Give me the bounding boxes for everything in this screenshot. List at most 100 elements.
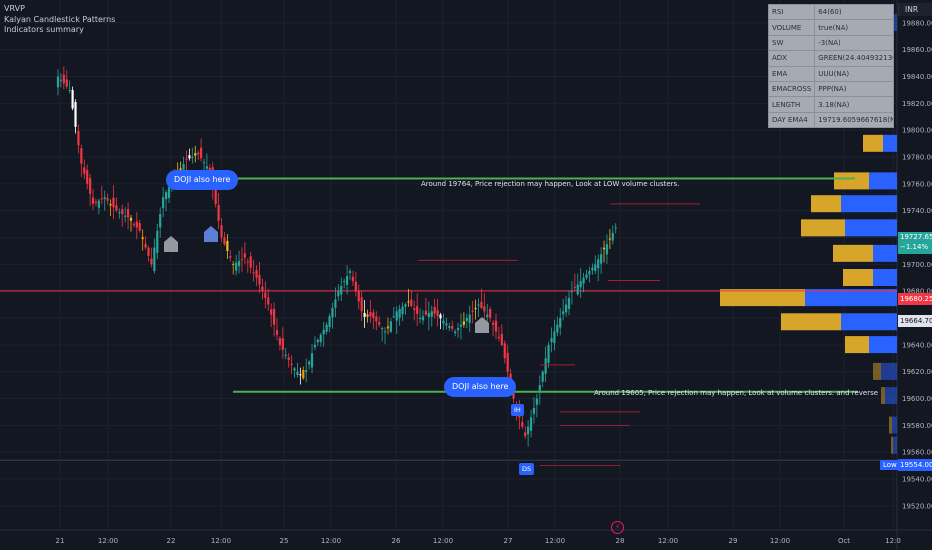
candle-body xyxy=(386,326,390,329)
y-tick-label: 19680.00 xyxy=(902,288,932,296)
candle-body xyxy=(559,318,562,328)
candle-body xyxy=(436,310,439,316)
candle-body xyxy=(144,243,147,248)
y-tick-label: 19840.00 xyxy=(902,73,932,81)
candle-body xyxy=(97,200,100,208)
candle-body xyxy=(220,225,223,238)
summary-key: LENGTH xyxy=(767,96,816,113)
candle-body xyxy=(255,269,258,278)
x-tick-label: 12:00 xyxy=(433,537,453,545)
summary-value: -3(NA) xyxy=(814,34,894,52)
candle-body xyxy=(89,178,92,194)
candle-body xyxy=(532,407,536,414)
volume-profile-down xyxy=(805,289,897,307)
pattern-tag-ds: DS xyxy=(519,463,535,475)
candle-body xyxy=(147,247,150,256)
y-tick-label: 19760.00 xyxy=(902,180,932,188)
candle-body xyxy=(252,272,255,274)
lightning-icon[interactable]: ⚡ xyxy=(611,521,624,534)
candle-body xyxy=(497,336,501,339)
candle-body xyxy=(378,322,381,325)
y-tick-label: 19860.00 xyxy=(902,46,932,54)
candle-body xyxy=(305,369,308,372)
candle-body xyxy=(153,247,156,272)
candle-body xyxy=(611,232,614,241)
candle-body xyxy=(191,156,194,158)
candle-body xyxy=(121,209,124,215)
note-lower-level: Around 19605, Price rejection may happen… xyxy=(594,389,879,397)
candle-body xyxy=(503,343,506,359)
x-tick-label: 12:00 xyxy=(98,537,118,545)
candle-body xyxy=(600,254,603,264)
candle-body xyxy=(608,238,611,240)
candle-body xyxy=(188,155,191,159)
indicator-summary-table: RSI 64(60) VOLUME true(NA) SW -3(NA) ADX GREEN(… xyxy=(767,3,894,129)
summary-value: 19719.6059667618(NA) xyxy=(814,111,894,129)
candle-body xyxy=(185,158,188,160)
candle-body xyxy=(240,259,244,261)
summary-row: SW -3(NA) xyxy=(767,34,894,52)
candle-body xyxy=(208,167,211,171)
volume-profile-down xyxy=(841,195,897,213)
volume-profile-up xyxy=(833,244,873,262)
candle-body xyxy=(129,217,133,221)
volume-profile-down xyxy=(869,172,897,190)
pattern-tag-ih: IH xyxy=(511,404,524,416)
summary-key: EMACROSS xyxy=(767,80,816,98)
candle-body xyxy=(456,328,460,331)
volume-profile-up xyxy=(881,387,885,405)
summary-key: SW xyxy=(767,34,816,52)
volume-profile-up xyxy=(720,289,805,307)
candle-body xyxy=(77,130,80,146)
candle-body xyxy=(588,271,591,275)
candle-body xyxy=(159,214,162,228)
candle-body xyxy=(179,168,182,171)
candle-body xyxy=(407,301,410,303)
candle-body xyxy=(398,308,401,318)
x-tick-label: 12:00 xyxy=(770,537,790,545)
x-tick-label: 21 xyxy=(56,537,65,545)
candle-body xyxy=(214,188,217,204)
candle-body xyxy=(366,314,369,317)
y-tick-label: 19800.00 xyxy=(902,127,932,135)
candle-body xyxy=(556,324,559,333)
summary-key: VOLUME xyxy=(767,19,816,36)
currency-label[interactable]: INR xyxy=(898,3,932,16)
candle-body xyxy=(59,79,63,81)
candle-body xyxy=(278,338,282,345)
volume-profile-up xyxy=(801,219,845,237)
note-upper-level: Around 19764, Price rejection may happen… xyxy=(421,180,680,188)
candle-body xyxy=(369,312,372,317)
volume-profile-down xyxy=(892,416,897,434)
candle-body xyxy=(421,316,425,321)
candle-body xyxy=(106,198,109,201)
candle-body xyxy=(442,320,445,324)
candle-body xyxy=(602,247,606,250)
candle-body xyxy=(413,308,416,310)
candle-body xyxy=(576,284,579,295)
candle-body xyxy=(264,292,267,298)
candle-body xyxy=(454,331,457,334)
candle-body xyxy=(112,197,115,208)
last-price: 19727.65 xyxy=(900,233,932,241)
candle-body xyxy=(465,318,468,321)
candle-body xyxy=(94,201,98,203)
candle-body xyxy=(541,371,544,382)
candle-body xyxy=(354,281,357,292)
summary-value: GREEN(24.4049321301) xyxy=(814,50,894,67)
candle-body xyxy=(194,153,197,156)
candle-body xyxy=(343,281,346,283)
legend-indicators-summary[interactable]: Indicators summary xyxy=(4,25,84,34)
legend-candlestick-patterns[interactable]: Kalyan Candlestick Patterns xyxy=(4,14,116,24)
candle-body xyxy=(299,374,302,376)
candle-body xyxy=(392,316,395,318)
candle-body xyxy=(489,309,492,318)
legend-vrvp[interactable]: VRVP xyxy=(4,4,25,13)
candle-body xyxy=(319,334,322,343)
candle-body xyxy=(71,90,74,109)
candle-body xyxy=(351,276,355,282)
candle-body xyxy=(459,324,463,327)
x-tick-label: 26 xyxy=(392,537,401,545)
